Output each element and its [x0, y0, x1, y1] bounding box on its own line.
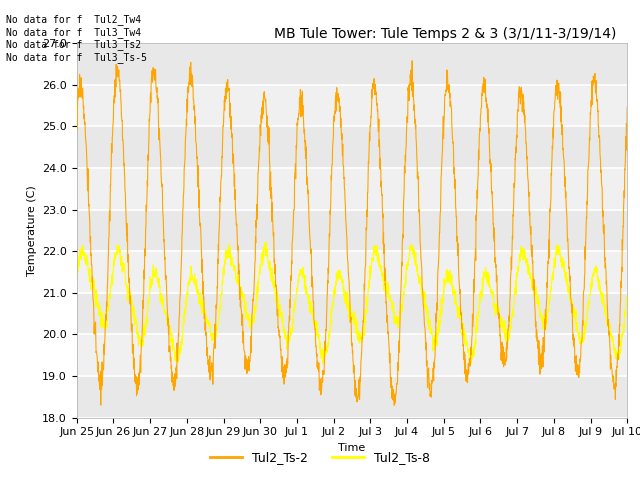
Tul2_Ts-2: [507, 271, 515, 276]
Tul2_Ts-8: [607, 331, 615, 336]
Bar: [77, 251, 627, 293]
Line: Tul2_Ts-2: Tul2_Ts-2: [77, 60, 627, 405]
Tul2_Ts-2: [341, 186, 349, 192]
Bar: [77, 85, 627, 126]
Legend: Tul2_Ts-2, Tul2_Ts-8: Tul2_Ts-2, Tul2_Ts-8: [205, 446, 435, 469]
Tul2_Ts-8: [101, 324, 109, 330]
Tul2_Ts-8: [262, 240, 270, 245]
Tul2_Ts-8: [341, 300, 349, 306]
Tul2_Ts-2: [73, 118, 81, 124]
Bar: [77, 293, 627, 335]
Bar: [77, 126, 627, 168]
Tul2_Ts-2: [97, 402, 104, 408]
Tul2_Ts-8: [326, 328, 334, 334]
Tul2_Ts-8: [507, 324, 515, 330]
X-axis label: Time: Time: [339, 443, 365, 453]
Tul2_Ts-2: [608, 366, 616, 372]
Tul2_Ts-2: [408, 58, 416, 63]
Bar: [77, 335, 627, 376]
Tul2_Ts-8: [73, 275, 81, 280]
Y-axis label: Temperature (C): Temperature (C): [27, 185, 36, 276]
Tul2_Ts-2: [607, 365, 615, 371]
Bar: [77, 376, 627, 418]
Tul2_Ts-2: [623, 105, 631, 110]
Bar: [77, 43, 627, 85]
Tul2_Ts-8: [608, 333, 616, 339]
Bar: [77, 210, 627, 251]
Tul2_Ts-2: [326, 208, 334, 214]
Tul2_Ts-8: [623, 293, 631, 299]
Text: No data for f  Tul2_Tw4
No data for f  Tul3_Tw4
No data for f  Tul3_Ts2
No data : No data for f Tul2_Tw4 No data for f Tul…: [6, 14, 147, 63]
Text: MB Tule Tower: Tule Temps 2 & 3 (3/1/11-3/19/14): MB Tule Tower: Tule Temps 2 & 3 (3/1/11-…: [274, 27, 616, 41]
Line: Tul2_Ts-8: Tul2_Ts-8: [77, 242, 627, 363]
Tul2_Ts-8: [319, 360, 326, 366]
Bar: [77, 168, 627, 210]
Tul2_Ts-2: [101, 329, 109, 335]
